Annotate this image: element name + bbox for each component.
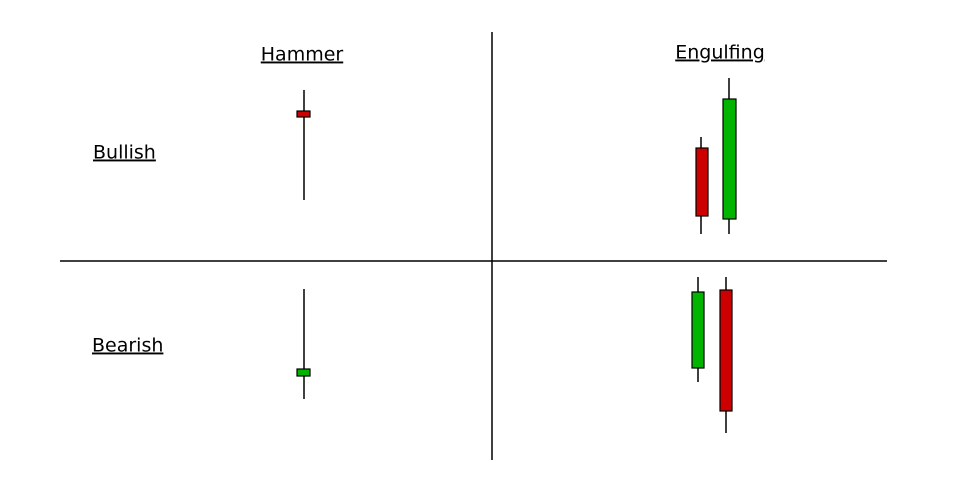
- candlestick: [296, 289, 311, 399]
- candle-body: [296, 110, 311, 118]
- candle-body: [296, 368, 311, 377]
- candle-body: [719, 289, 733, 412]
- candle-body: [695, 147, 709, 217]
- candle-body: [722, 98, 737, 220]
- column-header: Engulfing: [675, 42, 765, 64]
- row-label: Bullish: [93, 142, 156, 164]
- candlestick: [296, 90, 311, 200]
- candlestick: [719, 277, 733, 433]
- row-label: Bearish: [92, 335, 163, 357]
- candlestick: [691, 277, 705, 382]
- candle-body: [691, 291, 705, 369]
- candlestick: [695, 137, 709, 234]
- column-header: Hammer: [261, 44, 344, 66]
- candlestick: [722, 78, 737, 234]
